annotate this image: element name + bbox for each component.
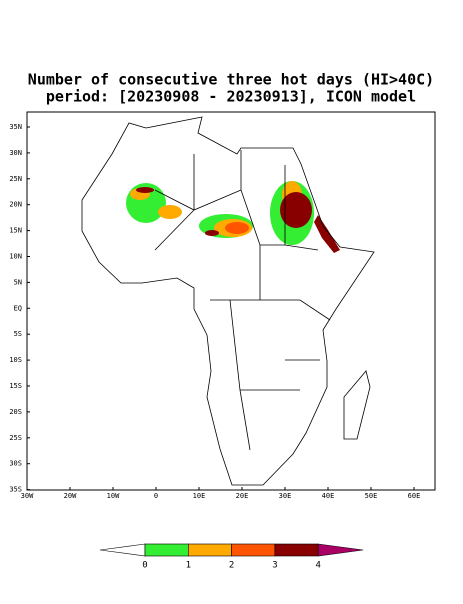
colorbar-label: 1 [186,561,191,571]
lat-label: 15N [9,227,22,235]
lat-label: 25N [9,175,22,183]
africa-outline [81,116,375,486]
lat-label: 10S [9,356,22,364]
lat-label: 25S [9,434,22,442]
colorbar: 0 1 2 3 4 [99,543,364,571]
colorbar-box [231,543,276,557]
lat-label: 35S [9,486,22,494]
lat-label: 5N [14,278,22,286]
borders [154,150,331,451]
title-line: Number of consecutive three hot days (HI… [28,71,434,89]
shade [225,222,249,234]
lon-label: 0 [154,492,158,500]
lat-label: 35N [9,123,22,131]
colorbar-end [99,543,146,557]
lon-label: 10E [193,492,206,500]
hot-day-field [126,181,340,253]
lon-label: 20E [236,492,249,500]
lat-label: 20S [9,408,22,416]
shade [136,187,154,193]
lon-label: 30W [21,492,34,500]
colorbar-label: 0 [142,561,147,571]
shade [280,192,312,228]
lat-label: 5S [14,330,22,338]
lat-label: 10N [9,253,22,261]
colorbar-box [188,543,232,557]
map-frame [26,111,436,491]
lat-label: 30S [9,460,22,468]
lat-label: 30N [9,149,22,157]
lon-label: 30E [279,492,292,500]
lat-label: EQ [14,304,22,312]
lon-label: 50E [365,492,378,500]
title-line: period: [20230908 - 20230913], ICON mode… [46,88,416,106]
colorbar-label: 2 [229,561,234,571]
shade [205,230,219,236]
lat-label: 20N [9,201,22,209]
colorbar-box [274,543,319,557]
colorbar-label: 4 [315,561,320,571]
colorbar-end [317,543,364,557]
lon-label: 60E [408,492,421,500]
shade [158,205,182,219]
lon-label: 20W [64,492,77,500]
lon-label: 10W [107,492,120,500]
lon-label: 40E [322,492,335,500]
shade [314,215,340,253]
lat-label: 15S [9,382,22,390]
colorbar-label: 3 [272,561,277,571]
colorbar-box [144,543,189,557]
axis-labels: 35N 30N 25N 20N 15N 10N 5N EQ 5S 10S 15S 20S 25S 30S 3… [9,123,420,500]
madagascar-outline [343,370,371,440]
